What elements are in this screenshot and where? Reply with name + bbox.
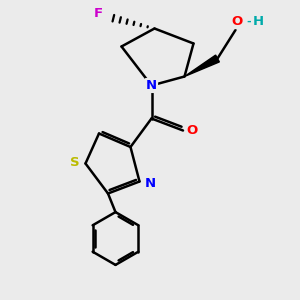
Polygon shape	[184, 55, 219, 76]
Text: F: F	[94, 7, 103, 20]
Text: N: N	[144, 177, 156, 190]
Text: N: N	[146, 79, 157, 92]
Text: H: H	[252, 15, 264, 28]
Text: -: -	[247, 16, 251, 27]
Text: S: S	[70, 155, 80, 169]
Text: O: O	[186, 124, 198, 137]
Text: O: O	[231, 15, 243, 28]
